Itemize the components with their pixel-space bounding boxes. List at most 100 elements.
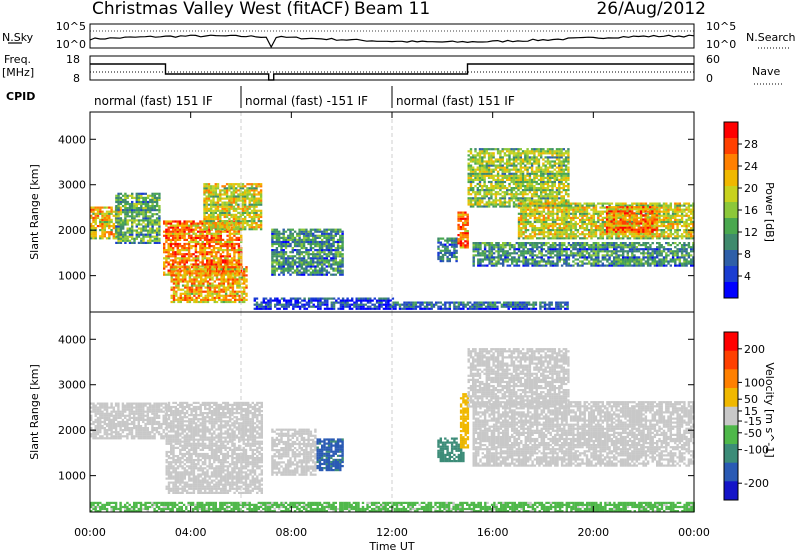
echo-cell [209,298,212,301]
echo-cell [569,250,573,253]
echo-cell [142,241,145,244]
echo-cell [549,260,552,263]
echo-cell [284,242,288,246]
echo-cell [467,203,470,206]
echo-cell [176,224,179,227]
echo-cell [524,197,527,200]
echo-cell [203,187,206,190]
echo-cell [512,174,516,177]
echo-cell [475,303,479,306]
echo-cell [455,239,458,242]
echo-cell [307,305,311,308]
echo-cell [146,194,150,197]
echo-cell [512,154,516,157]
echo-cell [199,230,202,233]
echo-cell [515,152,518,155]
echo-cell [357,297,361,300]
echo-cell [149,227,152,230]
echo-cell [551,180,554,184]
echo-cell [236,268,239,271]
echo-cell [339,307,343,310]
echo-cell [227,298,230,301]
echo-cell [481,185,484,188]
echo-cell [466,240,469,243]
echo-cell [146,239,150,242]
echo-cell [341,261,344,264]
echo-cell [448,303,451,306]
echo-cell [275,251,279,254]
echo-cell [478,172,482,175]
echo-cell [291,249,294,252]
echo-cell [309,234,313,237]
echo-cell [92,206,95,209]
echo-cell [519,182,522,186]
freq-right-tick-top: 60 [706,53,720,66]
echo-cell [212,197,215,200]
echo-cell [557,307,560,310]
echo-cell [282,257,285,260]
echo-cell [167,247,170,250]
echo-cell [203,199,206,202]
echo-cell [293,263,297,266]
echo-cell [208,230,211,233]
echo-cell [197,268,201,271]
echo-cell [213,300,216,304]
echo-cell [535,156,538,159]
echo-cell [332,234,335,237]
echo-cell [273,228,276,231]
echo-cell [220,298,223,301]
echo-cell [501,160,504,163]
echo-cell [233,224,236,227]
echo-cell [528,174,532,177]
echo-cell [273,255,276,258]
echo-cell [201,230,204,233]
echo-cell [201,240,204,244]
echo-cell [466,238,469,241]
echo-cell [485,152,488,155]
echo-cell [501,166,504,169]
echo-cell [211,278,214,281]
echo-cell [149,229,152,232]
echo-cell [554,264,557,267]
echo-cell [108,227,111,230]
echo-cell [140,202,143,206]
echo-cell [325,249,328,252]
echo-cell [494,193,498,196]
echo-cell [291,251,294,254]
echo-cell [211,272,214,275]
echo-cell [269,307,272,310]
echo-cell [512,187,516,190]
echo-cell [444,251,447,254]
echo-cell [223,213,226,216]
echo-cell [186,266,189,269]
echo-cell [478,168,482,171]
echo-cell [561,301,565,304]
echo-cell [537,170,541,173]
echo-cell [217,271,220,274]
echo-cell [339,228,342,231]
echo-cell [244,228,247,231]
echo-cell [227,300,230,304]
echo-cell [385,301,388,304]
echo-cell [323,242,326,246]
echo-cell [512,166,516,169]
echo-cell [560,178,563,181]
echo-cell [552,307,556,310]
echo-cell [287,238,290,241]
echo-cell [492,187,495,190]
echo-cell [232,187,236,190]
echo-cell [215,284,219,287]
echo-cell [483,256,487,259]
echo-cell [228,201,231,204]
echo-cell [224,249,227,252]
echo-cell [186,298,189,301]
echo-cell [273,267,276,270]
echo-cell [259,228,263,231]
echo-cell [197,222,200,225]
echo-cell [269,301,272,304]
echo-cell [240,290,244,293]
echo-cell [133,239,136,242]
echo-cell [537,201,541,204]
echo-cell [221,205,224,208]
echo-cell [330,263,333,266]
